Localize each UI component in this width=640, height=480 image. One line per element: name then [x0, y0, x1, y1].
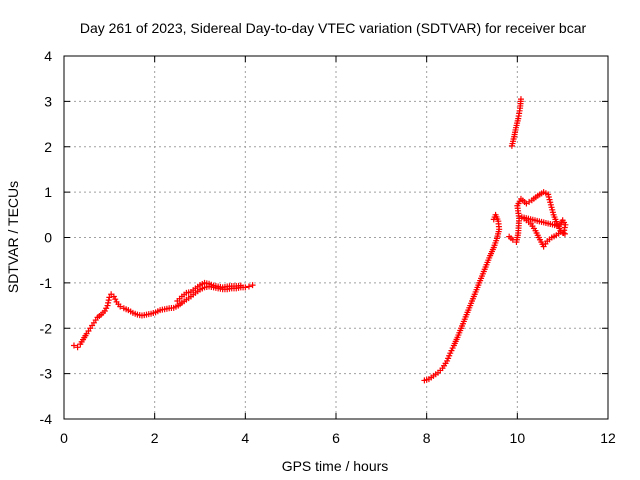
grid-lines — [63, 55, 609, 420]
data-point — [546, 196, 553, 203]
data-point — [517, 96, 524, 103]
data-point — [112, 296, 119, 303]
x-tick-label: 10 — [510, 430, 526, 446]
data-point — [117, 303, 124, 310]
data-point — [545, 194, 552, 201]
y-tick-label: 0 — [44, 230, 52, 246]
data-point — [101, 308, 108, 315]
plot-frame — [63, 55, 609, 420]
x-axis-label: GPS time / hours — [282, 458, 389, 474]
data-point — [106, 294, 113, 301]
data-point — [74, 344, 81, 351]
x-tick-label: 6 — [332, 430, 340, 446]
data-point — [237, 282, 244, 289]
x-tick-label: 4 — [241, 430, 249, 446]
data-point — [105, 299, 112, 306]
y-tick-label: 1 — [44, 184, 52, 200]
x-tick-label: 8 — [423, 430, 431, 446]
data-point — [490, 216, 497, 223]
x-tick-label: 0 — [60, 430, 68, 446]
data-point — [104, 302, 111, 309]
data-point — [547, 199, 554, 206]
data-points — [70, 96, 569, 384]
y-tick-label: -2 — [40, 320, 53, 336]
data-point — [561, 227, 568, 234]
y-tick-label: 2 — [44, 139, 52, 155]
x-tick-label: 2 — [151, 430, 159, 446]
x-tick-label: 12 — [600, 430, 616, 446]
y-tick-label: -4 — [40, 411, 53, 427]
y-tick-label: -1 — [40, 275, 53, 291]
data-point — [245, 283, 252, 290]
data-point — [105, 297, 112, 304]
data-point — [103, 305, 110, 312]
data-point — [249, 282, 256, 289]
y-tick-label: -3 — [40, 366, 53, 382]
data-point — [110, 293, 117, 300]
data-point — [70, 342, 77, 349]
data-point — [561, 230, 568, 237]
y-axis-label: SDTVAR / TECUs — [5, 181, 21, 293]
data-point — [242, 284, 249, 291]
chart-title: Day 261 of 2023, Sidereal Day-to-day VTE… — [80, 20, 587, 36]
data-point — [545, 191, 552, 198]
y-tick-label: 4 — [44, 48, 52, 64]
data-point — [561, 224, 568, 231]
y-tick-label: 3 — [44, 93, 52, 109]
